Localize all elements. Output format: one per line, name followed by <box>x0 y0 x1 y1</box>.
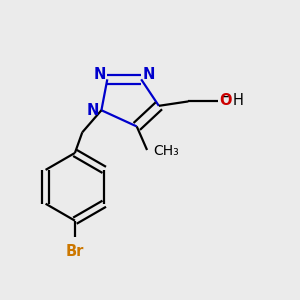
Text: Br: Br <box>66 244 84 259</box>
Text: H: H <box>233 93 244 108</box>
Text: -: - <box>222 87 229 105</box>
Text: CH₃: CH₃ <box>154 145 179 158</box>
Text: N: N <box>142 67 155 82</box>
Text: N: N <box>86 103 99 118</box>
Text: O: O <box>219 93 232 108</box>
Text: N: N <box>94 67 106 82</box>
